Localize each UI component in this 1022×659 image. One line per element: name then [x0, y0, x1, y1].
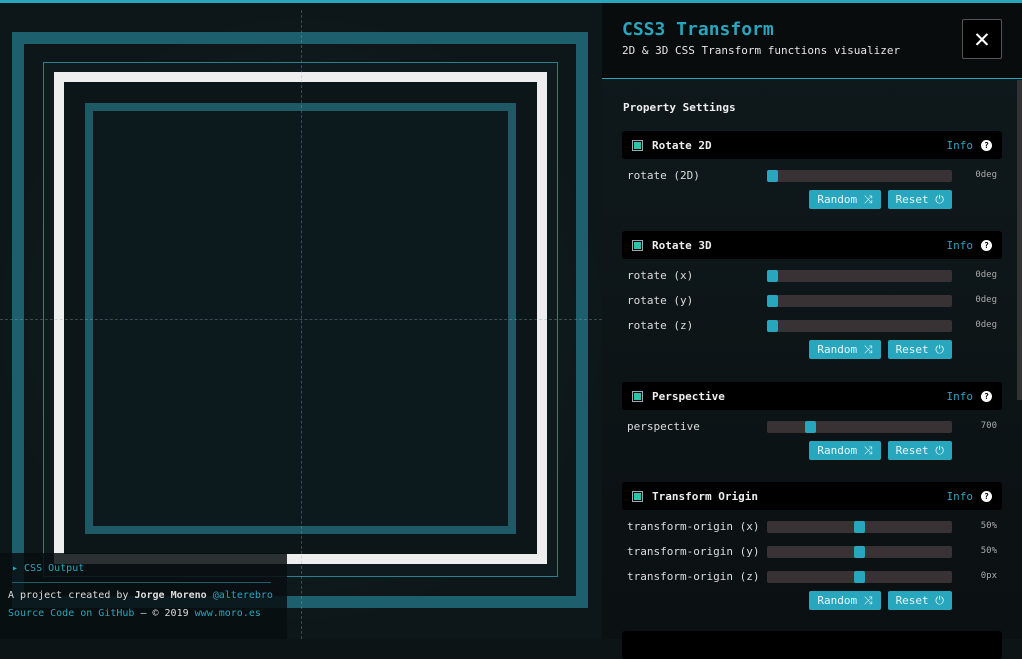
section-header: Transform Origin Info?	[622, 482, 1002, 510]
slider-thumb[interactable]	[854, 571, 865, 583]
enable-checkbox[interactable]	[632, 239, 643, 251]
section-rotate-2d: Rotate 2D Info? rotate (2D) 0deg Random ⤨ Res…	[622, 131, 1002, 209]
slider[interactable]	[767, 270, 952, 282]
panel-header: CSS3 Transform 2D & 3D CSS Transform fun…	[602, 0, 1022, 79]
slider-row: perspective 700	[622, 415, 1002, 440]
scrollbar[interactable]	[1017, 80, 1022, 400]
slider-value: 0px	[980, 571, 997, 581]
enable-checkbox[interactable]	[632, 390, 643, 402]
random-button[interactable]: Random ⤨	[809, 441, 881, 460]
section-header: Rotate 3D Info?	[622, 231, 1002, 259]
top-accent-bar	[0, 0, 1022, 3]
property-settings-heading: Property Settings	[623, 101, 736, 114]
section-title: Perspective	[652, 389, 725, 403]
section-transform-origin: Transform Origin Info? transform-origin (x…	[622, 482, 1002, 610]
section-perspective: Perspective Info? perspective 700 Random ⤨ Re…	[622, 382, 1002, 460]
help-icon[interactable]: ?	[981, 139, 992, 151]
credit-text: A project created by	[8, 590, 129, 601]
slider[interactable]	[767, 170, 952, 182]
enable-checkbox[interactable]	[632, 490, 643, 502]
slider-label: rotate (z)	[627, 319, 694, 332]
slider-value: 0deg	[975, 170, 997, 180]
reset-button[interactable]: Reset ⏻	[887, 190, 952, 209]
random-button[interactable]: Random ⤨	[809, 190, 881, 209]
section-rotate-3d: Rotate 3D Info? rotate (x) 0deg rotate (y) 0d…	[622, 231, 1002, 359]
author: Jorge Moreno	[134, 590, 207, 601]
info-link[interactable]: Info	[946, 489, 974, 503]
section-title: Transform Origin	[652, 489, 758, 503]
slider-thumb[interactable]	[854, 521, 865, 533]
slider-row: transform-origin (y) 50%	[622, 540, 1002, 565]
slider[interactable]	[767, 320, 952, 332]
slider[interactable]	[767, 546, 952, 558]
slider[interactable]	[767, 521, 952, 533]
crosshair-vertical	[301, 10, 302, 639]
info-link[interactable]: Info	[946, 389, 974, 403]
slider-label: transform-origin (x)	[627, 520, 760, 533]
slider-value: 0deg	[975, 270, 997, 280]
slider[interactable]	[767, 421, 952, 433]
slider[interactable]	[767, 295, 952, 307]
slider-row: transform-origin (x) 50%	[622, 515, 1002, 540]
info-link[interactable]: Info	[946, 138, 974, 152]
css-output-toggle[interactable]: ▸ CSS Output	[12, 563, 271, 583]
slider-row: rotate (y) 0deg	[622, 289, 1002, 314]
footer: ▸ CSS Output A project created by Jorge …	[0, 553, 287, 639]
close-button[interactable]: ✕	[962, 19, 1002, 59]
slider-value: 0deg	[975, 295, 997, 305]
handle-link[interactable]: @alterebro	[212, 590, 273, 601]
slider-thumb[interactable]	[767, 295, 778, 307]
help-icon[interactable]: ?	[981, 239, 992, 251]
enable-checkbox[interactable]	[632, 139, 643, 151]
inner-square	[85, 103, 516, 534]
random-button[interactable]: Random ⤨	[809, 591, 881, 610]
slider[interactable]	[767, 571, 952, 583]
reset-button[interactable]: Reset ⏻	[887, 591, 952, 610]
help-icon[interactable]: ?	[981, 390, 992, 402]
slider-value: 50%	[980, 521, 997, 531]
reset-button[interactable]: Reset ⏻	[887, 441, 952, 460]
source-link[interactable]: Source Code on GitHub	[8, 608, 135, 619]
app-subtitle: 2D & 3D CSS Transform functions visualiz…	[622, 44, 901, 57]
next-section-header	[622, 631, 1002, 659]
section-title: Rotate 2D	[652, 138, 712, 152]
slider-label: perspective	[627, 420, 700, 433]
site-link[interactable]: www.moro.es	[194, 608, 261, 619]
slider-value: 50%	[980, 546, 997, 556]
slider-row: rotate (2D) 0deg	[622, 164, 1002, 189]
section-header: Rotate 2D Info?	[622, 131, 1002, 159]
slider-value: 0deg	[975, 320, 997, 330]
slider-label: rotate (y)	[627, 294, 694, 307]
app-title: CSS3 Transform	[622, 19, 774, 40]
slider-label: transform-origin (y)	[627, 545, 760, 558]
slider-label: rotate (2D)	[627, 169, 700, 182]
slider-thumb[interactable]	[805, 421, 817, 433]
crosshair-horizontal	[0, 319, 602, 320]
slider-thumb[interactable]	[767, 270, 778, 282]
slider-label: transform-origin (z)	[627, 570, 760, 583]
slider-row: rotate (z) 0deg	[622, 314, 1002, 339]
reset-button[interactable]: Reset ⏻	[887, 340, 952, 359]
preview-stage: ▸ CSS Output A project created by Jorge …	[0, 0, 602, 639]
section-title: Rotate 3D	[652, 238, 712, 252]
slider-thumb[interactable]	[854, 546, 865, 558]
slider-thumb[interactable]	[767, 170, 778, 182]
settings-panel: CSS3 Transform 2D & 3D CSS Transform fun…	[602, 0, 1022, 659]
slider-thumb[interactable]	[767, 320, 778, 332]
slider-value: 700	[980, 421, 997, 431]
random-button[interactable]: Random ⤨	[809, 340, 881, 359]
close-icon: ✕	[974, 24, 990, 54]
slider-row: transform-origin (z) 0px	[622, 565, 1002, 590]
slider-label: rotate (x)	[627, 269, 694, 282]
slider-row: rotate (x) 0deg	[622, 264, 1002, 289]
help-icon[interactable]: ?	[981, 490, 992, 502]
info-link[interactable]: Info	[946, 238, 974, 252]
section-header: Perspective Info?	[622, 382, 1002, 410]
copyright: — © 2019	[134, 608, 195, 619]
